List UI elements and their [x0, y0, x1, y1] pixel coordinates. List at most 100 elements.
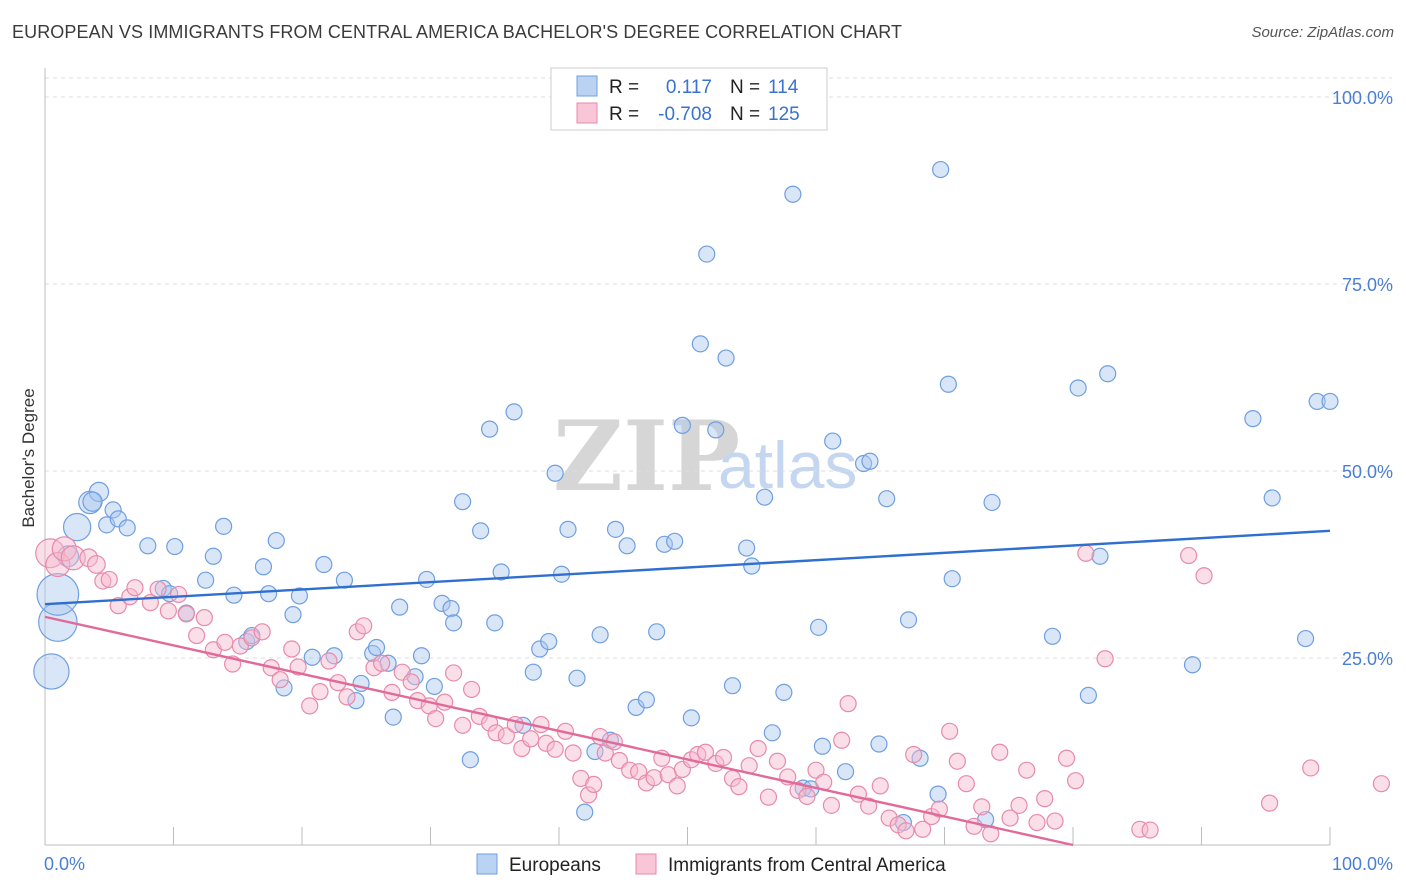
data-point-europeans	[1183, 656, 1202, 674]
data-point-central-america	[749, 739, 767, 758]
data-point-europeans	[1263, 489, 1281, 507]
trend-lines	[44, 529, 1331, 847]
legend-n-value: 114	[768, 77, 799, 98]
source-credit: Source: ZipAtlas.com	[1251, 24, 1394, 41]
data-point-central-america	[759, 788, 778, 806]
data-point-central-america	[905, 745, 923, 764]
data-point-central-america	[1036, 790, 1054, 808]
data-point-central-america	[807, 761, 825, 779]
data-point-europeans	[204, 547, 222, 565]
data-point-europeans	[104, 501, 122, 519]
data-point-europeans	[824, 432, 842, 450]
data-point-central-america	[149, 580, 167, 598]
data-point-central-america	[188, 626, 206, 645]
data-point-central-america	[45, 551, 71, 578]
data-point-central-america	[948, 752, 966, 770]
data-point-europeans	[1069, 379, 1087, 397]
y-tick-label: 50.0%	[1342, 462, 1393, 482]
y-tick-label: 25.0%	[1342, 649, 1393, 669]
data-point-central-america	[159, 602, 177, 620]
data-point-europeans	[347, 692, 365, 710]
bottom-legend-label-europeans: Europeans	[509, 855, 601, 876]
data-point-central-america	[301, 697, 319, 715]
data-point-central-america	[930, 800, 948, 818]
data-point-central-america	[497, 727, 515, 745]
data-point-europeans	[648, 623, 666, 641]
data-point-europeans	[486, 614, 504, 632]
data-point-central-america	[454, 716, 472, 734]
x-tick-label: 100.0%	[1332, 854, 1393, 874]
data-point-europeans	[763, 724, 781, 742]
data-point-europeans	[878, 490, 896, 508]
data-point-central-america	[283, 640, 301, 658]
data-point-central-america	[839, 695, 857, 713]
legend-swatch-europeans	[576, 75, 598, 97]
data-point-europeans	[461, 751, 479, 769]
data-point-europeans	[854, 454, 873, 473]
data-point-europeans	[524, 663, 542, 681]
data-point-europeans	[384, 708, 402, 726]
data-point-central-america	[730, 778, 748, 796]
data-point-central-america	[789, 781, 807, 799]
data-point-central-america	[579, 786, 598, 804]
data-point-europeans	[197, 571, 215, 589]
data-point-central-america	[1001, 809, 1019, 827]
data-point-europeans	[259, 585, 278, 603]
data-point-europeans	[743, 557, 761, 575]
data-point-central-america	[86, 555, 106, 574]
x-tick-labels: 0.0% 100.0%	[44, 854, 1393, 874]
data-point-europeans	[472, 522, 490, 540]
data-point-europeans	[939, 375, 957, 393]
data-point-central-america	[373, 654, 391, 672]
data-point-europeans	[1244, 410, 1262, 428]
data-point-central-america	[1066, 772, 1085, 790]
data-point-central-america	[348, 623, 366, 641]
legend: R = 0.117 N = 114 R = -0.708 N = 125	[550, 67, 828, 131]
data-point-central-america	[487, 724, 505, 742]
legend-r-value: 0.117	[666, 77, 712, 98]
data-point-central-america	[522, 730, 540, 748]
data-point-central-america	[311, 683, 329, 701]
data-point-central-america	[897, 822, 915, 840]
data-point-europeans	[433, 594, 451, 612]
data-point-central-america	[402, 673, 420, 691]
bottom-legend-label-central-america: Immigrants from Central America	[668, 855, 946, 876]
data-point-central-america	[1057, 749, 1076, 767]
data-point-europeans	[1321, 392, 1339, 411]
chart-title: EUROPEAN VS IMMIGRANTS FROM CENTRAL AMER…	[12, 22, 903, 42]
data-point-europeans	[784, 185, 802, 203]
data-point-europeans	[666, 532, 684, 550]
data-point-central-america	[1077, 544, 1095, 562]
data-point-europeans	[82, 491, 103, 512]
data-point-europeans	[275, 679, 293, 697]
y-axis-label: Bachelor's Degree	[19, 388, 38, 527]
data-point-europeans	[698, 245, 716, 263]
data-point-europeans	[315, 555, 333, 574]
trend-line-central-america	[44, 615, 1074, 847]
data-point-central-america	[60, 545, 86, 571]
legend-n-label: N =	[730, 104, 760, 125]
data-point-central-america	[1096, 650, 1114, 668]
data-point-europeans	[1043, 627, 1062, 645]
data-point-europeans	[738, 539, 756, 557]
data-point-central-america	[109, 597, 127, 615]
data-point-europeans	[932, 160, 950, 179]
legend-r-label: R =	[609, 104, 639, 125]
data-point-central-america	[231, 637, 249, 655]
data-point-central-america	[645, 769, 663, 787]
data-point-central-america	[537, 734, 555, 752]
data-point-europeans	[290, 587, 309, 605]
data-point-europeans	[682, 709, 700, 727]
data-point-europeans	[284, 606, 302, 624]
data-point-central-america	[170, 585, 188, 604]
data-point-europeans	[442, 600, 460, 618]
data-point-europeans	[576, 803, 594, 821]
data-point-central-america	[991, 743, 1009, 761]
data-point-central-america	[833, 731, 851, 749]
y-tick-labels: 100.0% 75.0% 50.0% 25.0%	[1332, 88, 1393, 669]
data-point-central-america	[126, 579, 144, 597]
data-point-europeans	[303, 648, 321, 666]
data-point-europeans	[559, 520, 577, 538]
data-point-central-america	[957, 775, 975, 793]
